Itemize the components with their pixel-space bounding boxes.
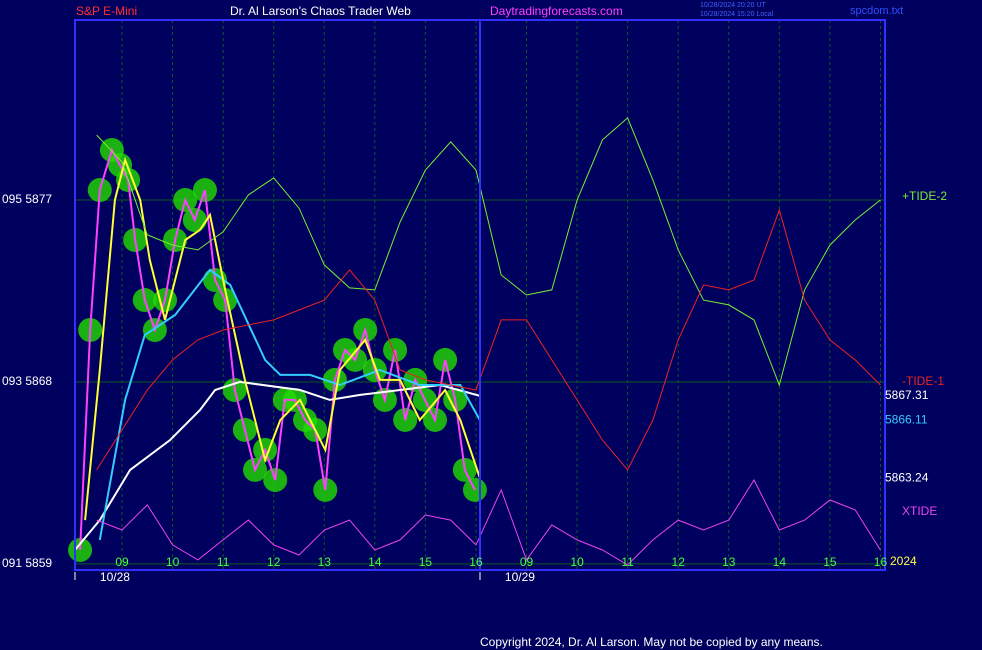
instrument: S&P E-Mini bbox=[76, 4, 137, 18]
series-line bbox=[74, 380, 481, 551]
end-value-label: 5866.11 bbox=[885, 412, 928, 426]
plot-area bbox=[68, 20, 885, 570]
x-tick-label: 11 bbox=[621, 555, 634, 569]
end-value-label: 5863.24 bbox=[885, 470, 929, 484]
x-tick-label: 15 bbox=[419, 555, 433, 569]
series-line bbox=[98, 268, 481, 541]
x-tick-label: 16 bbox=[874, 555, 888, 569]
x-tick-label: 16 bbox=[469, 555, 483, 569]
year: 2024 bbox=[890, 554, 917, 568]
x-tick-label: 11 bbox=[217, 555, 230, 569]
y-tick-label: 091 5859 bbox=[2, 556, 52, 570]
site: Daytradingforecasts.com bbox=[490, 4, 623, 18]
x-tick-label: 13 bbox=[318, 555, 332, 569]
legend-label: -TIDE-1 bbox=[902, 374, 944, 388]
end-value-label: 5867.31 bbox=[885, 388, 929, 402]
legend-label: +TIDE-2 bbox=[902, 189, 947, 203]
x-tick-label: 14 bbox=[368, 555, 382, 569]
price-marker bbox=[462, 477, 487, 502]
x-tick-label: 10 bbox=[166, 555, 180, 569]
date-label: 10/28 bbox=[100, 570, 130, 584]
x-tick-label: 15 bbox=[823, 555, 837, 569]
x-tick-label: 14 bbox=[773, 555, 787, 569]
x-tick-label: 10 bbox=[570, 555, 584, 569]
timestamp-ut: 10/28/2024 20:20 UT bbox=[700, 2, 766, 9]
x-tick-label: 12 bbox=[672, 555, 686, 569]
x-tick-label: 09 bbox=[115, 555, 129, 569]
timestamp-local: 10/28/2024 15:20 Local bbox=[700, 11, 774, 18]
date-label: 10/29 bbox=[505, 570, 535, 584]
series-line bbox=[96, 117, 881, 387]
x-tick-label: 13 bbox=[722, 555, 736, 569]
series-line bbox=[84, 156, 481, 521]
y-tick-label: 093 5868 bbox=[2, 374, 52, 388]
legend-label: XTIDE bbox=[902, 504, 937, 518]
y-tick-label: 095 5877 bbox=[2, 192, 52, 206]
chart-title: Dr. Al Larson's Chaos Trader Web bbox=[230, 4, 411, 18]
copyright: Copyright 2024, Dr. Al Larson. May not b… bbox=[480, 635, 823, 649]
file-name: spcdom.txt bbox=[850, 5, 903, 17]
x-tick-label: 12 bbox=[267, 555, 281, 569]
series-line bbox=[96, 478, 881, 566]
series-line bbox=[96, 208, 881, 471]
x-tick-label: 09 bbox=[520, 555, 534, 569]
series-line bbox=[79, 147, 476, 551]
